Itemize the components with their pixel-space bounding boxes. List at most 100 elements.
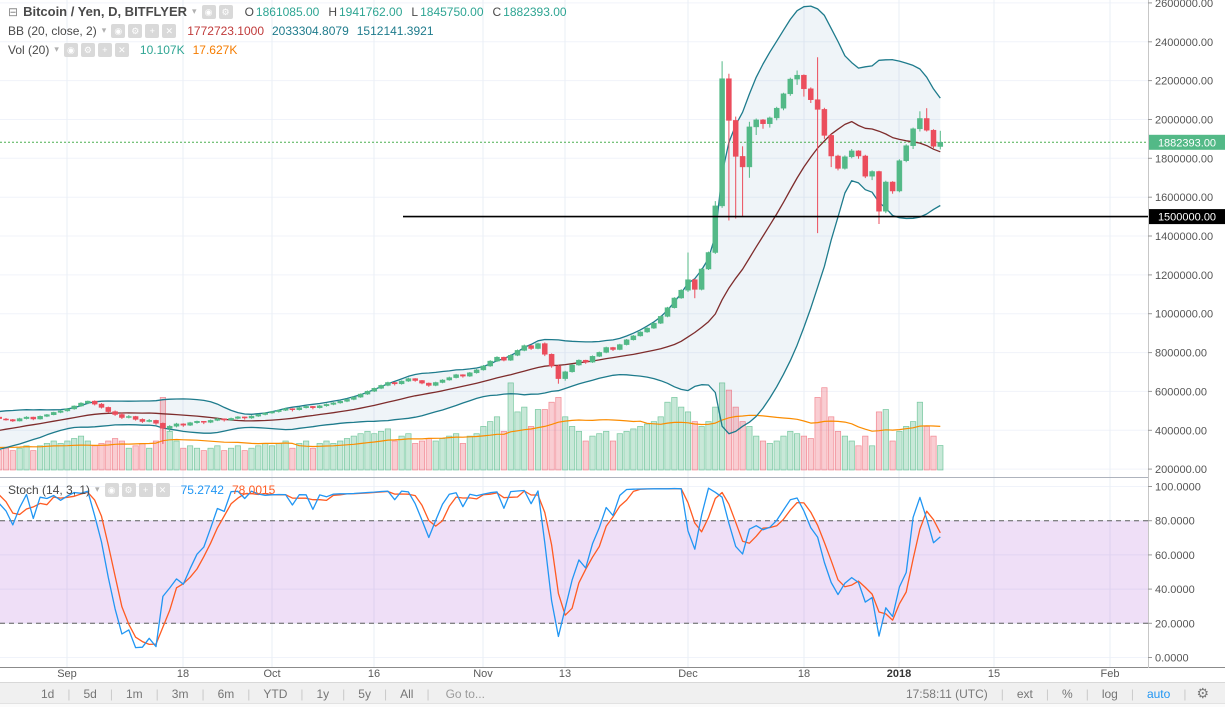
stoch-label[interactable]: Stoch (14, 3, 1) <box>8 482 91 497</box>
low-value: 1845750.00 <box>420 4 484 19</box>
stoch-legend-row: Stoch (14, 3, 1) ▾ ◉ ⚙ + ✕ 75.2742 78.00… <box>8 481 275 498</box>
svg-text:1200000.00: 1200000.00 <box>1155 270 1213 282</box>
bottom-toolbar: 1d | 5d | 1m | 3m | 6m | YTD | 1y | 5y | All | Go… <box>0 682 1225 704</box>
gear-icon[interactable]: ⚙ <box>80 42 95 57</box>
divider: | <box>247 686 251 701</box>
range-1m-button[interactable]: 1m <box>125 686 143 701</box>
axis-settings: 17:58:11 (UTC) | ext | % | log | auto | ⚙ <box>893 685 1225 702</box>
plus-icon[interactable]: + <box>97 42 112 57</box>
low-label: L <box>411 4 419 19</box>
range-5y-button[interactable]: 5y <box>358 686 371 701</box>
divider: | <box>1000 686 1004 701</box>
divider: | <box>383 686 388 701</box>
time-tick-label: 2018 <box>886 668 912 680</box>
collapse-icon[interactable]: ⊟ <box>8 4 19 19</box>
time-tick-label: Dec <box>678 668 698 680</box>
bb-upper-value: 2033304.8079 <box>272 23 349 38</box>
bottom-strip <box>0 703 1225 707</box>
svg-text:100.0000: 100.0000 <box>1155 482 1201 494</box>
range-1d-button[interactable]: 1d <box>41 686 55 701</box>
range-5d-button[interactable]: 5d <box>83 686 97 701</box>
bb-lower-value: 1512141.3921 <box>356 23 434 38</box>
svg-text:2000000.00: 2000000.00 <box>1155 115 1213 127</box>
divider: | <box>1183 686 1187 701</box>
divider: | <box>1085 686 1089 701</box>
gear-icon[interactable]: ⚙ <box>121 482 136 497</box>
high-label: H <box>328 4 337 19</box>
chevron-down-icon[interactable]: ▾ <box>54 44 59 54</box>
bb-legend-row: BB (20, close, 2) ▾ ◉ ⚙ + ✕ 1772723.1000… <box>8 22 434 39</box>
svg-text:800000.00: 800000.00 <box>1155 348 1207 360</box>
vol-value: 10.107K <box>139 42 185 57</box>
svg-text:1400000.00: 1400000.00 <box>1155 231 1213 243</box>
clock-label[interactable]: 17:58:11 (UTC) <box>905 686 988 701</box>
close-icon[interactable]: ✕ <box>155 482 170 497</box>
ext-toggle[interactable]: ext <box>1016 686 1033 701</box>
svg-text:20.0000: 20.0000 <box>1155 618 1195 630</box>
divider: | <box>300 686 304 701</box>
open-value: 1861085.00 <box>255 4 320 19</box>
eye-icon[interactable]: ◉ <box>111 23 126 38</box>
vol-label[interactable]: Vol (20) <box>8 42 50 57</box>
time-tick-label: 13 <box>558 668 572 680</box>
time-tick-label: 18 <box>797 668 811 680</box>
open-label: O <box>244 4 254 19</box>
svg-text:600000.00: 600000.00 <box>1155 386 1207 398</box>
plus-icon[interactable]: + <box>145 23 160 38</box>
divider: | <box>1130 686 1134 701</box>
range-buttons: 1d | 5d | 1m | 3m | 6m | YTD | 1y | 5y | All | Go… <box>0 687 501 701</box>
range-3m-button[interactable]: 3m <box>171 686 189 701</box>
svg-text:200000.00: 200000.00 <box>1155 464 1207 476</box>
eye-icon[interactable]: ◉ <box>63 42 78 57</box>
price-chart[interactable]: 2600000.00 2400000.00 2200000.00 2000000.00… <box>0 0 1225 668</box>
svg-text:400000.00: 400000.00 <box>1155 425 1207 437</box>
gear-icon[interactable]: ⚙ <box>218 4 233 19</box>
time-tick-label: Nov <box>473 668 493 680</box>
time-tick-label: 15 <box>987 668 1001 680</box>
time-tick-label: 16 <box>367 668 381 680</box>
divider: | <box>1045 686 1050 701</box>
divider: | <box>155 686 159 701</box>
gear-icon[interactable]: ⚙ <box>128 23 143 38</box>
svg-text:1500000.00: 1500000.00 <box>1158 212 1216 224</box>
time-axis[interactable]: Sep 18 Oct 16 Nov 13 Dec 18 2018 15 Feb <box>0 668 1148 682</box>
range-ytd-button[interactable]: YTD <box>263 686 288 701</box>
chevron-down-icon[interactable]: ▾ <box>95 484 100 494</box>
goto-button[interactable]: Go to... <box>445 686 485 701</box>
chevron-down-icon[interactable]: ▾ <box>101 25 107 35</box>
symbol-legend-row: ⊟ Bitcoin / Yen, D, BITFLYER ▾ ◉ ⚙ O 186… <box>8 3 567 20</box>
svg-text:80.0000: 80.0000 <box>1155 516 1195 528</box>
svg-text:1882393.00: 1882393.00 <box>1158 137 1216 149</box>
range-6m-button[interactable]: 6m <box>217 686 235 701</box>
log-toggle[interactable]: log <box>1101 686 1118 701</box>
auto-toggle[interactable]: auto <box>1146 686 1171 701</box>
eye-icon[interactable]: ◉ <box>104 482 119 497</box>
vol-legend-row: Vol (20) ▾ ◉ ⚙ + ✕ 10.107K 17.627K <box>8 41 237 58</box>
time-tick-label: Sep <box>57 668 77 680</box>
svg-text:2600000.00: 2600000.00 <box>1155 0 1213 10</box>
close-icon[interactable]: ✕ <box>162 23 177 38</box>
bb-basis-value: 1772723.1000 <box>187 23 264 38</box>
divider: | <box>109 686 113 701</box>
stoch-d-value: 78.0015 <box>231 482 276 497</box>
divider: | <box>342 686 346 701</box>
percent-toggle[interactable]: % <box>1062 686 1073 701</box>
svg-text:1000000.00: 1000000.00 <box>1155 309 1213 321</box>
high-value: 1941762.00 <box>339 4 403 19</box>
range-all-button[interactable]: All <box>400 686 414 701</box>
eye-icon[interactable]: ◉ <box>201 4 216 19</box>
plus-icon[interactable]: + <box>138 482 153 497</box>
bb-label[interactable]: BB (20, close, 2) <box>8 23 97 38</box>
divider: | <box>201 686 205 701</box>
range-1y-button[interactable]: 1y <box>316 686 330 701</box>
chevron-down-icon[interactable]: ▾ <box>192 6 197 16</box>
svg-text:0.0000: 0.0000 <box>1155 653 1189 665</box>
stoch-k-value: 75.2742 <box>180 482 224 497</box>
settings-gear-icon[interactable]: ⚙ <box>1196 685 1209 701</box>
svg-text:1800000.00: 1800000.00 <box>1155 153 1213 165</box>
close-value: 1882393.00 <box>503 4 567 19</box>
symbol-title[interactable]: Bitcoin / Yen, D, BITFLYER <box>23 4 188 19</box>
svg-text:40.0000: 40.0000 <box>1155 584 1195 596</box>
close-icon[interactable]: ✕ <box>114 42 129 57</box>
time-tick-label: 18 <box>176 668 190 680</box>
